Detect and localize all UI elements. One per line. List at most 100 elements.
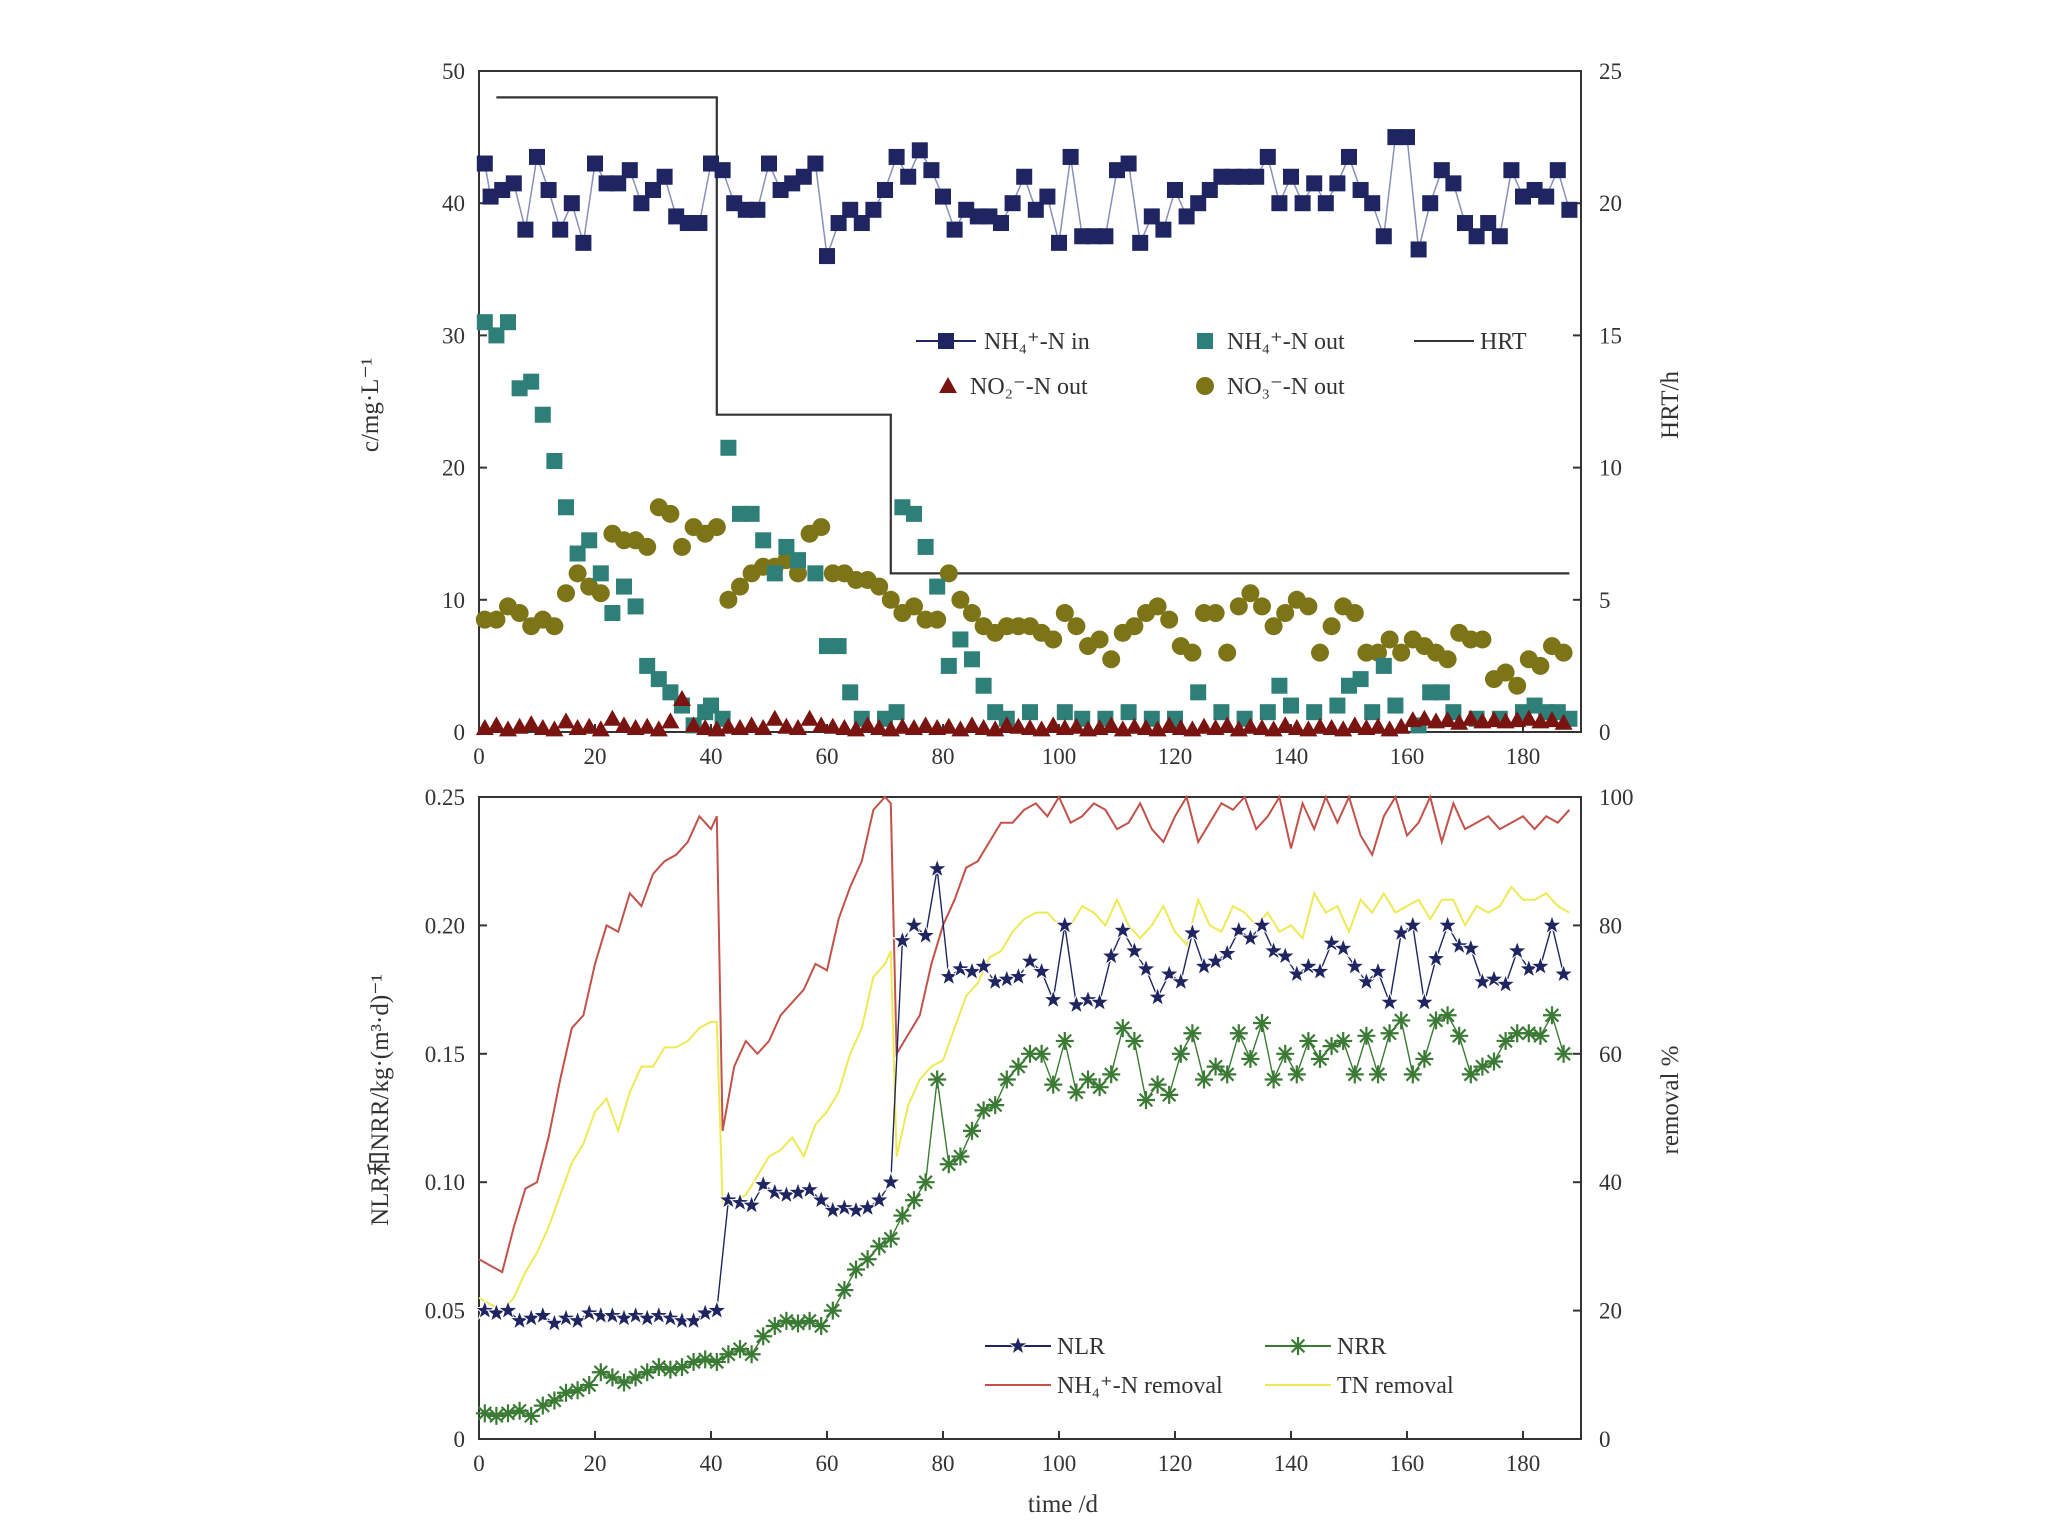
no2-out-point [1438,711,1457,728]
no2-out-point [823,717,842,734]
no2-out-point [939,717,958,734]
top-y2-tick-label: 25 [1599,59,1622,84]
legend-item-hrt: HRT [1414,329,1527,355]
no3-out-point [1148,597,1167,616]
nh4-out-point [929,578,946,595]
nlr-point [1436,913,1459,935]
legend-marker [939,377,957,393]
nlr-point [798,1178,821,1200]
nlr-point [1123,939,1146,961]
nh4-out-point [604,605,621,622]
no2-out-point [684,716,703,733]
bottom-legend: NLR NRR NH₄⁺-N removal TN removal [985,1334,1454,1399]
no2-out-point [1287,719,1306,736]
nh4-in-point [587,155,603,172]
legend-label: NO₂⁻-N out [970,374,1088,400]
nrr-point [812,1317,831,1336]
no2-out-point [870,719,889,736]
nh4-out-point [1352,671,1369,688]
no2-out-point [1322,719,1341,736]
nh4-out-point [650,671,667,688]
no2-out-point [812,716,831,733]
nh4-in-point [1201,181,1218,198]
no2-out-point [1253,719,1271,736]
nh4-out-point [1329,697,1346,714]
nh4-in-point [552,221,569,238]
nrr-point [1264,1070,1283,1089]
no2-out-point [649,720,668,737]
no2-out-point [580,717,599,734]
legend-label: NLR [1057,1334,1105,1360]
no3-out-point [638,537,657,556]
no3-out-point [487,610,506,629]
nlr-point [1413,990,1436,1012]
no3-out-point [1496,663,1515,682]
nrr-point [1438,1006,1457,1025]
nlr-point [763,1181,786,1202]
nh4-in-point [1271,195,1288,212]
nlr-point [833,1196,856,1218]
nrr-point [696,1350,715,1369]
no2-out-point [1543,711,1561,728]
legend-marker [1197,333,1213,349]
bottom-x-tick-label: 180 [1506,1451,1541,1476]
nlr-point [531,1304,554,1326]
no3-out-point [510,604,529,623]
nrr-point [1519,1024,1538,1043]
nh4-in-point [1364,195,1381,212]
nh4-in-point [1016,168,1033,185]
no3-out-point [545,617,564,636]
nh4-out-point [1433,684,1450,701]
top-y-tick-label: 20 [442,456,465,481]
top-series [475,96,1578,737]
nrr-point [649,1358,668,1377]
nlr-point [1378,990,1401,1012]
no3-out-point [731,577,749,596]
nh4-in-point [1341,148,1357,165]
no2-out-point [1276,716,1295,733]
nh4-out-point [766,565,783,582]
nlr-point [647,1304,670,1326]
nlr-point [1135,957,1157,979]
nh4-out-point [476,314,493,331]
nh4-in-point [691,215,708,232]
nh4-in-point [1178,208,1195,225]
no3-out-point [1206,604,1225,623]
nh4-out-point [523,373,540,390]
legend-item-nlr: NLR [985,1334,1105,1360]
nlr-point [1181,921,1204,943]
nlr-point [1111,918,1134,940]
nrr-point [1160,1085,1179,1104]
nlr-point [1262,939,1285,961]
nh4-in-point [1457,215,1473,232]
bottom-x-tick-label: 140 [1274,1451,1309,1476]
nrr-point [1554,1044,1573,1063]
bottom-y2-tick-label: 100 [1599,785,1634,810]
nlr-point [1494,973,1517,994]
nh4-in-point [1143,208,1160,225]
nlr-point [1483,967,1505,989]
no2-out-point [557,712,575,729]
nh4-in-point [1004,195,1021,212]
nlr-point [1158,962,1181,984]
no3-out-point [1369,643,1387,662]
no3-out-point [1183,643,1202,662]
nh4-in-point [621,162,638,179]
hrt-line [496,96,1570,575]
nrr-point [661,1360,680,1379]
top-x-tick-label: 140 [1274,744,1309,769]
nlr-point [972,954,995,976]
bottom-y-tick-label: 0.10 [425,1170,465,1195]
bottom-x-tick-label: 120 [1158,1451,1193,1476]
nrr-point [1357,1026,1376,1045]
nrr-point [499,1404,517,1423]
bottom-x-tick-label: 40 [700,1451,723,1476]
nrr-point [1392,1011,1411,1030]
no2-out-point [1009,717,1028,734]
no2-out-point [1415,709,1434,726]
nh4-out-point [662,684,679,701]
top-y-axis-label: c/mg·L⁻¹ [357,358,384,452]
nlr-point [1309,960,1331,981]
nlr-point [1042,988,1065,1010]
nh4-in-point [529,148,545,165]
